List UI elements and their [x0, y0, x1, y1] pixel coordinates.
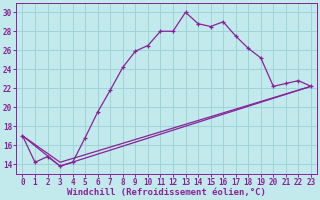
- X-axis label: Windchill (Refroidissement éolien,°C): Windchill (Refroidissement éolien,°C): [67, 188, 266, 197]
